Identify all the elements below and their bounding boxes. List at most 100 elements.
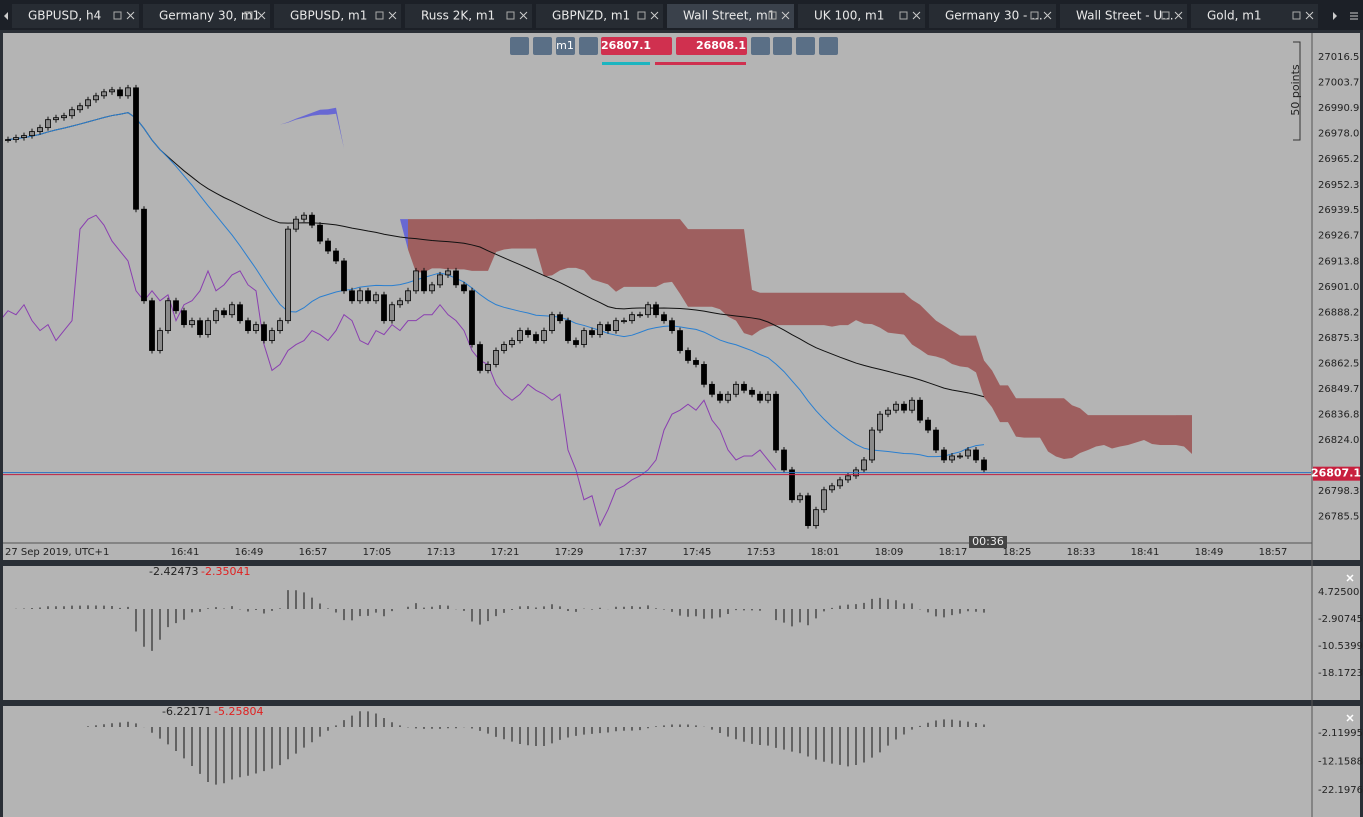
candle (893, 403, 899, 411)
cloud-segment (1088, 415, 1096, 451)
candle (85, 99, 91, 107)
panel-close[interactable] (1346, 714, 1354, 722)
tab-close[interactable] (650, 11, 659, 20)
plot (87, 711, 985, 785)
cloud-segment (656, 219, 664, 287)
cloud-segment (336, 107, 344, 149)
cloud-segment (472, 219, 480, 271)
candle (397, 300, 403, 306)
tab[interactable] (536, 4, 663, 28)
candle (349, 290, 355, 302)
tab-popout[interactable] (637, 11, 646, 20)
candle (365, 290, 371, 302)
tab-close[interactable] (912, 11, 921, 20)
tab-popout[interactable] (375, 11, 384, 20)
tab-popout[interactable] (113, 11, 122, 20)
countdown: 00:36 (972, 535, 1004, 548)
price-tick-label: 26785.5 (1318, 512, 1359, 523)
toolbar-button[interactable] (579, 37, 598, 55)
price-tick-label: 26978.0 (1318, 129, 1359, 140)
toolbar-button[interactable] (751, 37, 770, 55)
overlay: GBPUSD, h4 Germany 30, m1 GBPUSD, m1 Russ 2… (4, 4, 1363, 796)
candle (333, 250, 339, 262)
tab-popout[interactable] (768, 11, 777, 20)
candle (181, 310, 187, 326)
candle (341, 260, 347, 292)
buy-button[interactable] (676, 37, 747, 55)
candle (629, 314, 635, 322)
candle (69, 109, 75, 117)
sell-underline (602, 62, 650, 65)
tab-label: Germany 30 - ... (945, 9, 1043, 23)
price-tick-label: 26824.0 (1318, 435, 1359, 446)
candle (813, 509, 819, 527)
tab[interactable] (1060, 4, 1187, 28)
candle (13, 137, 19, 140)
cloud-segment (1008, 385, 1016, 437)
tab-popout[interactable] (1292, 11, 1301, 20)
toolbar-button[interactable] (819, 37, 838, 55)
indicator-tick-label: -18.17235 (1318, 668, 1363, 679)
tab[interactable] (798, 4, 925, 28)
tab[interactable] (667, 4, 794, 28)
price-tick-label: 26862.5 (1318, 358, 1359, 369)
candle (557, 314, 563, 322)
cloud-segment (616, 219, 624, 292)
tab-popout[interactable] (506, 11, 515, 20)
toolbar-button[interactable] (796, 37, 815, 55)
tab-popout[interactable] (899, 11, 908, 20)
panel-close[interactable] (1346, 574, 1354, 582)
tab-close[interactable] (781, 11, 790, 20)
cloud-segment (936, 320, 944, 359)
tab-popout[interactable] (1161, 11, 1170, 20)
toolbar-button[interactable] (510, 37, 529, 55)
candle (909, 399, 915, 411)
time-tick-label: 17:05 (363, 547, 392, 558)
tab-close[interactable] (1174, 11, 1183, 20)
tab[interactable] (1191, 4, 1318, 28)
indicator-tick-label: 4.72500 (1318, 587, 1359, 598)
cloud-segment (544, 219, 552, 277)
indicator-panel (3, 566, 1360, 700)
tab-close[interactable] (257, 11, 266, 20)
tab-popout[interactable] (244, 11, 253, 20)
cloud-segment (480, 219, 488, 271)
candle (325, 240, 331, 252)
cloud-segment (736, 229, 744, 334)
candle (77, 105, 83, 111)
tab[interactable] (405, 4, 532, 28)
tab[interactable] (143, 4, 270, 28)
tab-close[interactable] (388, 11, 397, 20)
cloud-segment (976, 335, 984, 398)
toolbar-button[interactable] (556, 37, 575, 55)
candle (933, 429, 939, 451)
buy-underline (655, 62, 746, 65)
toolbar-button[interactable] (773, 37, 792, 55)
tab-close[interactable] (1043, 11, 1052, 20)
indicator-tick-label: -12.15880 (1318, 757, 1363, 768)
cloud-segment (608, 219, 616, 292)
time-tick-label: 17:45 (683, 547, 712, 558)
menu[interactable] (1350, 12, 1358, 20)
tab[interactable] (929, 4, 1056, 28)
candle (5, 139, 11, 141)
time-tick-label: 18:17 (939, 547, 968, 558)
scroll-left[interactable] (4, 12, 8, 20)
sell-button[interactable] (601, 37, 672, 55)
scroll-right[interactable] (1333, 12, 1337, 20)
tab[interactable] (12, 4, 139, 28)
tab-close[interactable] (126, 11, 135, 20)
cloud-segment (752, 289, 760, 336)
toolbar-button[interactable] (533, 37, 552, 55)
candle (797, 495, 803, 501)
candle (133, 87, 139, 210)
tab-close[interactable] (1305, 11, 1314, 20)
tab-popout[interactable] (1030, 11, 1039, 20)
tab-close[interactable] (519, 11, 528, 20)
cloud-segment (968, 335, 976, 373)
tab[interactable] (274, 4, 401, 28)
candle (125, 87, 131, 97)
candle (373, 294, 379, 302)
cloud-segment (920, 304, 928, 355)
candle (941, 449, 947, 461)
